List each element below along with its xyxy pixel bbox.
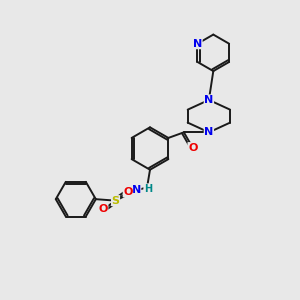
Text: N: N bbox=[204, 127, 214, 137]
Text: O: O bbox=[188, 142, 197, 153]
Text: S: S bbox=[112, 196, 120, 206]
Text: O: O bbox=[98, 205, 108, 214]
Text: H: H bbox=[144, 184, 152, 194]
Text: O: O bbox=[123, 187, 133, 197]
Text: N: N bbox=[193, 39, 202, 49]
Text: N: N bbox=[131, 185, 141, 195]
Text: N: N bbox=[204, 95, 214, 105]
